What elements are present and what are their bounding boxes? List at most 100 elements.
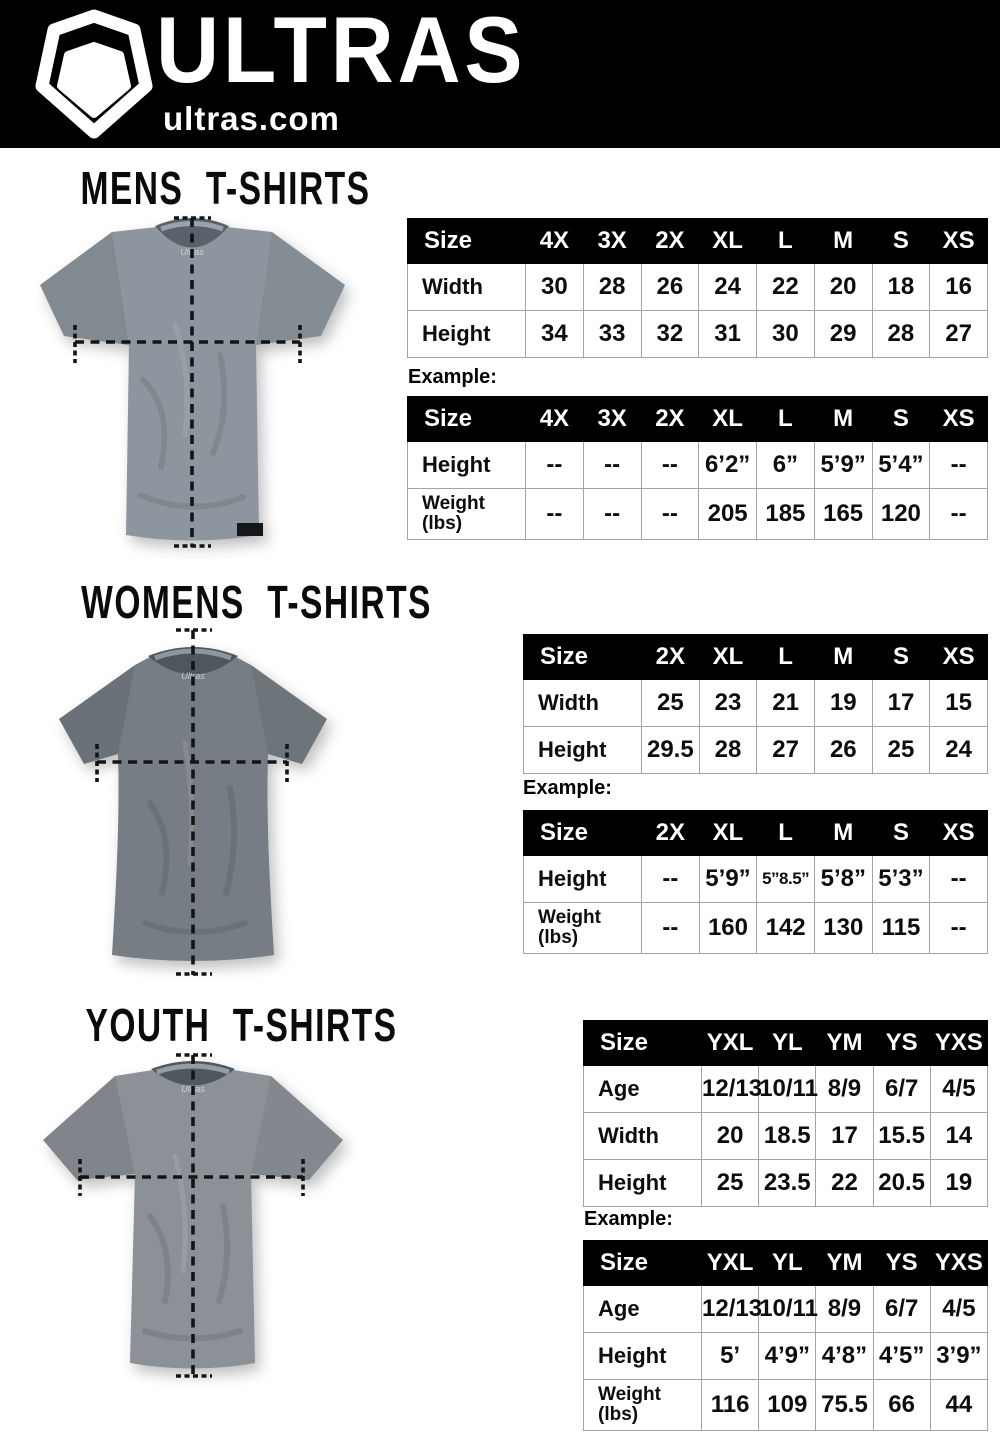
table-row: Age 12/13 10/11 8/9 6/7 4/5 xyxy=(583,1065,989,1113)
brand-domain: ultras.com xyxy=(163,100,340,137)
youth-example-label: Example: xyxy=(584,1208,673,1230)
row-label-line: Height xyxy=(422,321,491,346)
pentagon-shield-logo-icon xyxy=(35,9,153,139)
row-label: Age xyxy=(583,1285,702,1333)
table-row: Width 30 28 26 24 22 20 18 16 xyxy=(407,263,988,311)
size-column-header: XL xyxy=(698,218,757,264)
value-cell: 6” xyxy=(756,441,815,489)
value-cell: 20 xyxy=(700,1112,760,1160)
value-cell: 21 xyxy=(756,679,815,727)
size-column-header: S xyxy=(871,634,931,680)
value-cell: 4’9” xyxy=(758,1332,817,1380)
value-cell: 22 xyxy=(815,1159,874,1207)
value-cell: 5’9” xyxy=(813,441,873,489)
size-column-header: XL xyxy=(698,810,758,856)
value-cell: -- xyxy=(641,902,700,954)
header-row: Size 4X 3X 2X XL L M S XS xyxy=(407,218,988,264)
row-label: Height xyxy=(523,726,642,774)
value-cell: -- xyxy=(929,441,988,489)
size-column-header: 2X xyxy=(640,218,700,264)
table-row: Age 12/13 10/11 8/9 6/7 4/5 xyxy=(583,1285,989,1333)
row-label-line: Width xyxy=(422,274,483,299)
value-cell: 160 xyxy=(698,902,758,954)
size-column-header: XS xyxy=(929,218,988,264)
value-cell: 4’5” xyxy=(872,1332,931,1380)
header-row: Size 2X XL L M S XS xyxy=(523,634,988,680)
value-cell: 24 xyxy=(698,263,757,311)
value-cell: 17 xyxy=(815,1112,874,1160)
value-cell: 10/11 xyxy=(758,1285,818,1333)
value-cell: 4’8” xyxy=(815,1332,874,1380)
value-cell: 66 xyxy=(872,1379,931,1431)
row-label: Height xyxy=(407,310,526,358)
size-column-header: 2X xyxy=(641,634,700,680)
row-label: Weight (lbs) xyxy=(583,1379,702,1431)
value-cell: 4/5 xyxy=(929,1285,989,1333)
womens-example-table: Size 2X XL L M S XS Height -- 5’9” 5”8.5” 5’8” 5’3” -… xyxy=(523,810,988,954)
size-chart-table: Size YXL YL YM YS YXS Age 12/13 10/11 8/9 6/7 4/5 He… xyxy=(583,1240,989,1431)
value-cell: 16 xyxy=(929,263,988,311)
row-label-line: Height xyxy=(422,452,491,477)
value-cell: 29.5 xyxy=(641,726,700,774)
measurement-lines xyxy=(73,216,302,548)
row-label-line: Height xyxy=(538,866,607,891)
value-cell: 12/13 xyxy=(700,1285,762,1333)
value-cell: 8/9 xyxy=(815,1285,874,1333)
table-row: Weight (lbs) -- 160 142 130 115 -- xyxy=(523,902,988,954)
row-label-line: Age xyxy=(598,1296,640,1321)
value-cell: -- xyxy=(929,855,988,903)
value-cell: 75.5 xyxy=(815,1379,874,1431)
value-cell: 109 xyxy=(758,1379,817,1431)
value-cell: 25 xyxy=(641,679,700,727)
value-cell: 14 xyxy=(929,1112,989,1160)
mens-section-title: MENS T-SHIRTS xyxy=(80,162,371,214)
row-label-line: Weight xyxy=(598,1384,661,1406)
mens-example-table: Size 4X 3X 2X XL L M S XS Height -- -- -- 6’2” 6” 5’9” 5… xyxy=(407,396,988,540)
youth-size-table: Size YXL YL YM YS YXS Age 12/13 10/11 8/9 6/7 4/5 Wi… xyxy=(583,1020,989,1207)
row-label-line: Width xyxy=(598,1123,659,1148)
size-label-header: Size xyxy=(523,810,642,856)
value-cell: 6/7 xyxy=(872,1285,931,1333)
row-label-line: (lbs) xyxy=(538,927,579,948)
youth-section-title: YOUTH T-SHIRTS xyxy=(85,999,398,1051)
size-column-header: M xyxy=(813,396,873,442)
value-cell: -- xyxy=(582,441,642,489)
value-cell: 15 xyxy=(929,679,988,727)
value-cell: 142 xyxy=(756,902,815,954)
value-cell: 23 xyxy=(698,679,758,727)
size-column-header: 4X xyxy=(525,218,584,264)
table-row: Weight (lbs) 116 109 75.5 66 44 xyxy=(583,1379,989,1431)
size-column-header: XS xyxy=(929,396,988,442)
value-cell: 205 xyxy=(698,488,757,540)
row-label: Width xyxy=(407,263,526,311)
value-cell: 185 xyxy=(756,488,815,540)
size-column-header: S xyxy=(871,810,931,856)
size-column-header: YL xyxy=(758,1240,817,1286)
value-cell: 5’8” xyxy=(813,855,873,903)
womens-size-table: Size 2X XL L M S XS Width 25 23 21 19 17 15 Height 29.5… xyxy=(523,634,988,774)
value-cell: 4/5 xyxy=(929,1065,989,1113)
size-column-header: 3X xyxy=(582,218,642,264)
table-row: Height -- -- -- 6’2” 6” 5’9” 5’4” -- xyxy=(407,441,988,489)
row-label-line: Height xyxy=(538,737,607,762)
value-cell: 29 xyxy=(813,310,873,358)
header-row: Size 2X XL L M S XS xyxy=(523,810,988,856)
value-cell: 44 xyxy=(929,1379,989,1431)
size-column-header: YM xyxy=(815,1240,874,1286)
size-chart-table: Size 2X XL L M S XS Width 25 23 21 19 17 15 Height 29.5… xyxy=(523,634,988,774)
value-cell: 26 xyxy=(813,726,873,774)
table-row: Height 29.5 28 27 26 25 24 xyxy=(523,726,988,774)
row-label-line: Height xyxy=(598,1170,667,1195)
size-column-header: S xyxy=(871,218,931,264)
value-cell: 28 xyxy=(698,726,758,774)
row-label-line: (lbs) xyxy=(422,513,463,534)
value-cell: 26 xyxy=(640,263,700,311)
size-column-header: YXS xyxy=(929,1020,989,1066)
value-cell: -- xyxy=(929,902,988,954)
header-row: Size YXL YL YM YS YXS xyxy=(583,1020,989,1066)
value-cell: 28 xyxy=(582,263,642,311)
size-column-header: M xyxy=(813,810,873,856)
table-row: Height 5’ 4’9” 4’8” 4’5” 3’9” xyxy=(583,1332,989,1380)
row-label-line: Weight xyxy=(422,493,485,515)
